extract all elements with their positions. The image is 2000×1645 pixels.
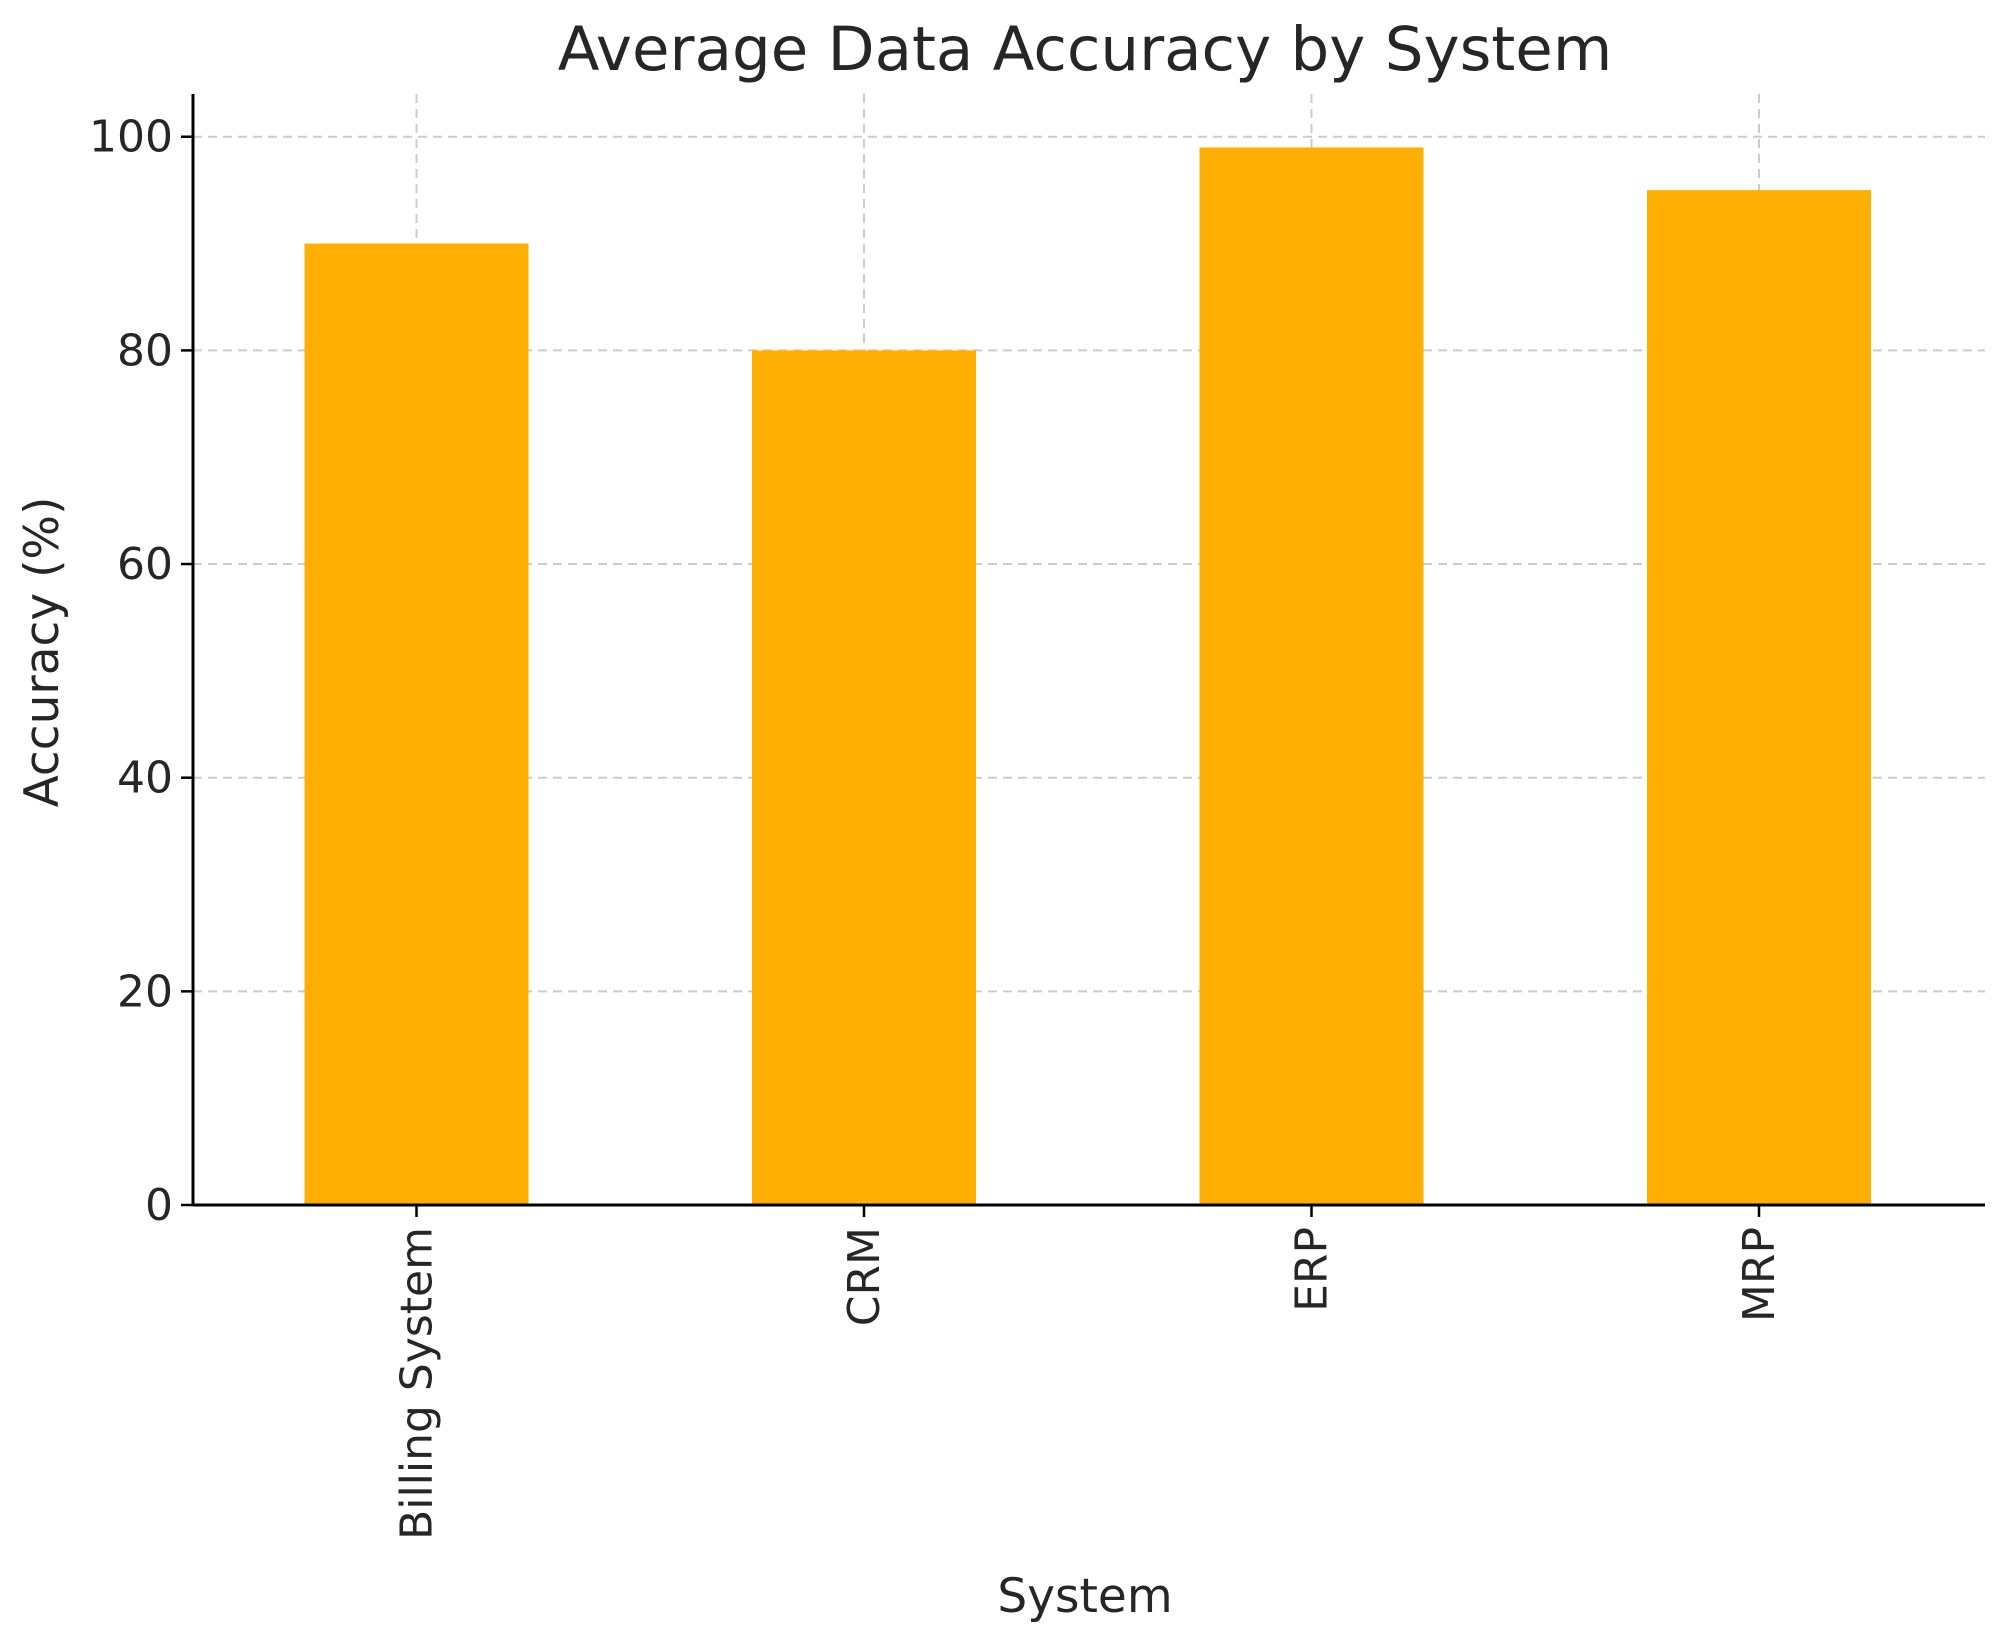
- y-tick-label: 100: [89, 112, 173, 163]
- y-axis-label: Accuracy (%): [15, 497, 70, 808]
- y-tick-label: 40: [117, 753, 173, 804]
- x-axis-ticks: Billing System CRM ERP MRP: [392, 1205, 1785, 1540]
- bar-erp: [1199, 147, 1424, 1206]
- x-axis-label: System: [997, 1569, 1172, 1624]
- bar-crm: [752, 350, 976, 1205]
- chart-title: Average Data Accuracy by System: [558, 14, 1612, 85]
- y-axis-ticks: 0 20 40 60 80 100: [89, 112, 193, 1231]
- x-tick-label: CRM: [839, 1227, 890, 1326]
- bar-mrp: [1647, 190, 1871, 1205]
- x-tick-label: Billing System: [392, 1227, 443, 1540]
- bar-billing-system: [304, 243, 529, 1206]
- axes: [191, 94, 1985, 1207]
- x-tick-label: MRP: [1734, 1227, 1785, 1322]
- y-tick-label: 80: [117, 325, 173, 376]
- bars: [304, 147, 1871, 1206]
- y-tick-label: 60: [117, 539, 173, 590]
- x-tick-label: ERP: [1287, 1227, 1338, 1312]
- y-tick-label: 0: [145, 1180, 173, 1231]
- y-tick-label: 20: [117, 966, 173, 1017]
